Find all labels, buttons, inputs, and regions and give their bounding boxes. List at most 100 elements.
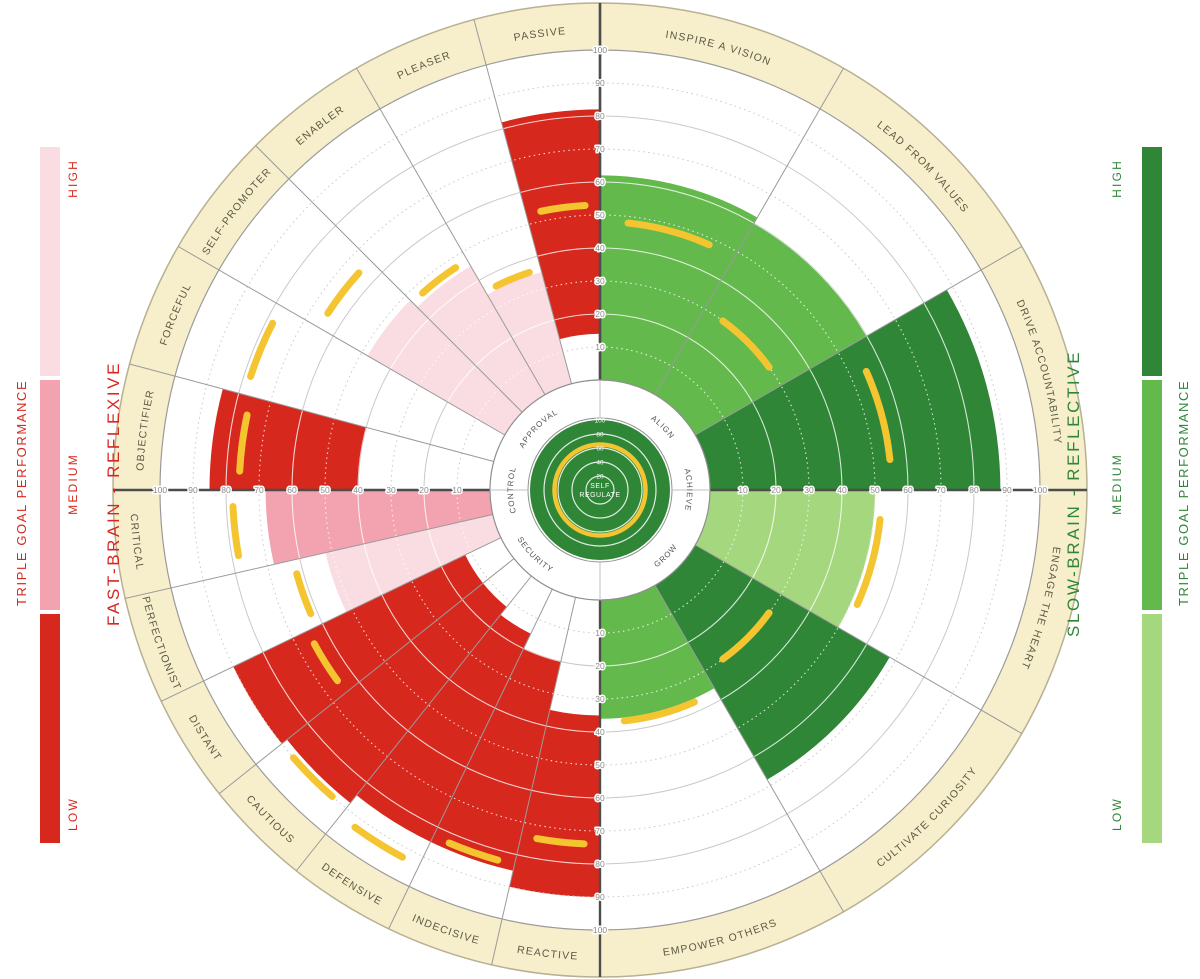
sector-fill-engage-the-heart <box>695 490 875 628</box>
sector-fill-cautious <box>286 583 507 804</box>
sector-boundary <box>654 67 844 395</box>
sector-boundary <box>125 513 493 599</box>
axis-tick-180-60: 60 <box>595 793 605 803</box>
gauge-tick-20: 20 <box>596 474 604 481</box>
left-tier-label-high: HIGH <box>66 159 80 198</box>
marker-enabler <box>419 264 460 297</box>
axis-tick-90-70: 70 <box>936 485 946 495</box>
inner-label-achieve: ACHIEVE <box>683 468 694 513</box>
left-legend-subtitle: FAST-BRAIN - REFLEXIVE <box>104 360 123 626</box>
axis-tick-270-30: 30 <box>386 485 396 495</box>
axis-tick-180-10: 10 <box>595 628 605 638</box>
axis-tick-0-80: 80 <box>595 111 605 121</box>
sector-fill-passive <box>501 109 600 340</box>
marker-critical <box>229 502 242 560</box>
left-tier-bar <box>40 145 60 845</box>
marker-self-promoter <box>324 269 363 317</box>
gauge-disc <box>530 420 670 560</box>
axis-tick-0-70: 70 <box>595 144 605 154</box>
axis-tick-0-40: 40 <box>595 243 605 253</box>
axis-tick-90-20: 20 <box>771 485 781 495</box>
marker-passive <box>537 201 589 215</box>
marker-drive-accountability <box>862 367 894 464</box>
axis-tick-180-50: 50 <box>595 760 605 770</box>
inner-label-control: CONTROL <box>506 466 518 515</box>
sector-fill-cultivate-curiosity <box>655 545 890 780</box>
sector-boundary <box>695 544 1023 734</box>
left-legend-title-col: TRIPLE GOAL PERFORMANCE <box>14 140 34 846</box>
axis-tick-0-10: 10 <box>595 342 605 352</box>
sector-boundary <box>695 246 1023 436</box>
gauge-tick-40: 40 <box>596 460 604 467</box>
axis-tick-270-40: 40 <box>353 485 363 495</box>
gauge-gridline-20 <box>585 475 615 505</box>
right-tier-label-low: LOW <box>1110 797 1124 831</box>
axis-tick-180-40: 40 <box>595 727 605 737</box>
right-tier-labels: HIGH MEDIUM LOW <box>1110 145 1126 845</box>
axis-tick-90-60: 60 <box>903 485 913 495</box>
sector-boundary <box>177 246 505 436</box>
gauge-marker <box>552 442 648 538</box>
axis-tick-270-100: 100 <box>153 485 167 495</box>
right-tier-label-medium: MEDIUM <box>1110 453 1124 515</box>
sector-boundary <box>129 363 494 463</box>
sector-boundary <box>218 558 515 795</box>
sector-boundary <box>356 67 546 395</box>
right-legend-title-col: TRIPLE GOAL PERFORMANCE <box>1176 140 1196 846</box>
left-tier-label-medium: MEDIUM <box>66 453 80 515</box>
axis-tick-90-10: 10 <box>738 485 748 495</box>
axis-tick-90-100: 100 <box>1033 485 1047 495</box>
sector-fill-defensive <box>356 614 531 842</box>
right-tier-bar <box>1142 145 1162 845</box>
sector-fill-reactive <box>509 709 600 897</box>
left-tier-label-low: LOW <box>66 797 80 831</box>
left-tier-segment-high <box>40 147 60 377</box>
axis-tick-270-80: 80 <box>221 485 231 495</box>
right-legend-subtitle-col: SLOW-BRAIN - REFLECTIVE <box>1064 140 1088 846</box>
sector-fill-indecisive <box>430 648 561 871</box>
axis-tick-270-50: 50 <box>320 485 330 495</box>
gauge-gridline-60 <box>557 447 643 533</box>
axis-tick-180-100: 100 <box>593 925 607 935</box>
gauge-center-label: SELF <box>590 483 610 490</box>
sector-fills <box>209 109 1001 897</box>
outer-label-critical: CRITICAL <box>128 513 146 571</box>
marker-objectifier <box>236 411 251 475</box>
right-tier-segment-medium <box>1142 380 1162 610</box>
sector-fill-drive-accountability <box>695 289 1001 490</box>
right-tier-label-high: HIGH <box>1110 159 1124 198</box>
axis-tick-0-60: 60 <box>595 177 605 187</box>
sector-fill-self-promoter <box>367 300 523 435</box>
gauge-gridline-80 <box>543 433 657 547</box>
gauge-tick-60: 60 <box>596 446 604 453</box>
marker-cultivate-curiosity <box>719 609 773 663</box>
left-tier-labels: HIGH MEDIUM LOW <box>66 145 82 845</box>
marker-lead-from-values <box>719 317 773 371</box>
sector-fill-empower-others <box>600 585 715 719</box>
left-legend-subtitle-col: FAST-BRAIN - REFLEXIVE <box>104 140 128 846</box>
gauge-tick-80: 80 <box>596 432 604 439</box>
right-legend-subtitle: SLOW-BRAIN - REFLECTIVE <box>1064 349 1083 637</box>
sector-fill-distant <box>233 554 484 744</box>
axis-tick-180-20: 20 <box>595 661 605 671</box>
sector-fill-perfectionist <box>325 514 501 613</box>
sector-boundary <box>295 575 532 872</box>
axis-tick-270-10: 10 <box>452 485 462 495</box>
axis-tick-0-30: 30 <box>595 276 605 286</box>
sector-boundary <box>473 19 573 384</box>
sector-fill-inspire-a-vision <box>600 175 758 395</box>
right-legend-title: TRIPLE GOAL PERFORMANCE <box>1176 379 1191 607</box>
marker-forceful <box>247 319 277 380</box>
axis-tick-90-90: 90 <box>1002 485 1012 495</box>
axis-tick-0-20: 20 <box>595 309 605 319</box>
axis-tick-270-90: 90 <box>188 485 198 495</box>
axis-tick-270-20: 20 <box>419 485 429 495</box>
gauge-gridline-40 <box>571 461 629 519</box>
gauge-tick-100: 100 <box>595 418 606 425</box>
axis-tick-90-30: 30 <box>804 485 814 495</box>
axis-tick-270-60: 60 <box>287 485 297 495</box>
marker-distant <box>310 640 341 685</box>
marker-defensive <box>351 823 406 861</box>
axis-tick-0-100: 100 <box>593 45 607 55</box>
